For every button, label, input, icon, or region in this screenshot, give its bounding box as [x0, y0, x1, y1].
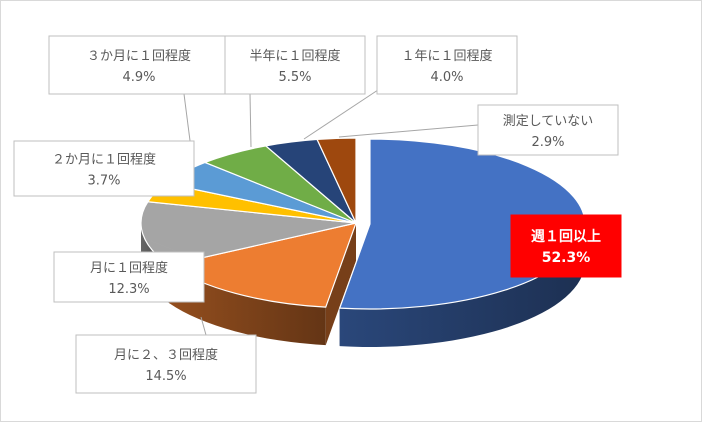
data-label-box [376, 35, 518, 95]
data-label-category: ２か月に１回程度 [52, 152, 156, 168]
data-label-category: 測定していない [503, 114, 594, 129]
data-label-value: 12.3% [108, 282, 149, 297]
data-label-value: 14.5% [145, 369, 186, 384]
data-label-value: 5.5% [278, 70, 311, 85]
data-label-box [75, 334, 257, 394]
data-label-category: ３か月に１回程度 [87, 48, 191, 64]
leader-line [338, 124, 479, 138]
data-label-box [224, 35, 366, 95]
data-label-value: 3.7% [87, 174, 120, 189]
data-label-value: 4.9% [122, 70, 155, 85]
leader-line [303, 83, 388, 140]
data-label-box [13, 140, 195, 197]
data-label-category: 週１回以上 [531, 229, 601, 245]
data-label-box [53, 251, 205, 303]
data-label-box [510, 214, 622, 278]
data-label-category: 月に２、３回程度 [114, 347, 218, 363]
data-label-value: 52.3% [542, 250, 591, 266]
data-label-value: 2.9% [531, 135, 564, 150]
data-label-category: 半年に１回程度 [249, 48, 340, 64]
leader-line [249, 93, 252, 148]
pie-slice-8 [316, 137, 357, 224]
data-label-category: １年に１回程度 [401, 48, 492, 64]
data-label-box [48, 35, 230, 95]
pie-slice-outer-wall [339, 223, 585, 347]
leader-line [200, 316, 207, 336]
data-label-value: 4.0% [430, 70, 463, 85]
data-label-box [477, 104, 619, 156]
data-label-category: 月に１回程度 [90, 260, 168, 276]
